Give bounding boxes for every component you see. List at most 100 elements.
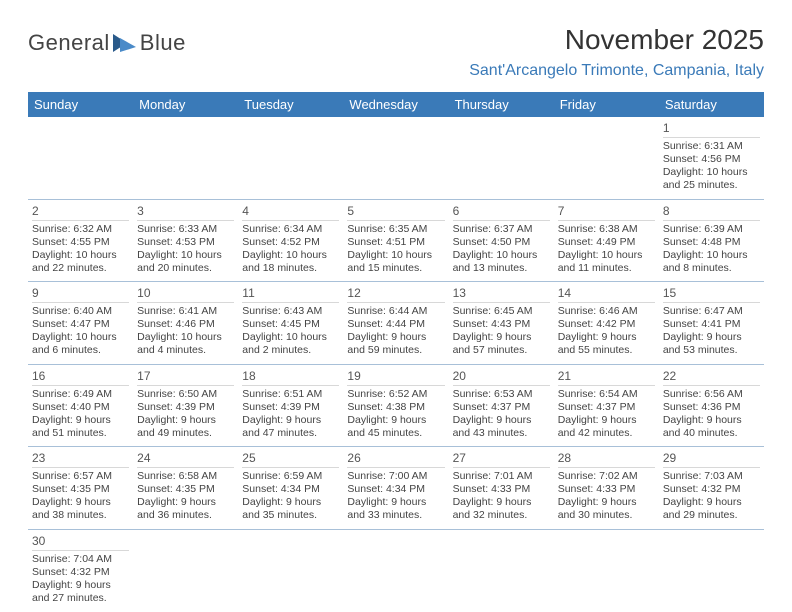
day-cell: 17Sunrise: 6:50 AMSunset: 4:39 PMDayligh… [133,364,238,447]
sunrise-text: Sunrise: 6:35 AM [347,223,444,236]
sunrise-text: Sunrise: 6:45 AM [453,305,550,318]
sunset-text: Sunset: 4:42 PM [558,318,655,331]
daylight-text: Daylight: 9 hours and 38 minutes. [32,496,129,522]
daylight-text: Daylight: 9 hours and 42 minutes. [558,414,655,440]
daylight-text: Daylight: 9 hours and 35 minutes. [242,496,339,522]
daylight-text: Daylight: 10 hours and 15 minutes. [347,249,444,275]
sunrise-text: Sunrise: 6:49 AM [32,388,129,401]
sunrise-text: Sunrise: 6:38 AM [558,223,655,236]
logo-text-1: General [28,30,110,56]
week-row: 2Sunrise: 6:32 AMSunset: 4:55 PMDaylight… [28,199,764,282]
sunset-text: Sunset: 4:45 PM [242,318,339,331]
day-cell: 12Sunrise: 6:44 AMSunset: 4:44 PMDayligh… [343,282,448,365]
day-number: 22 [663,367,760,384]
day-cell: 22Sunrise: 6:56 AMSunset: 4:36 PMDayligh… [659,364,764,447]
day-cell: 16Sunrise: 6:49 AMSunset: 4:40 PMDayligh… [28,364,133,447]
sunset-text: Sunset: 4:41 PM [663,318,760,331]
day-number: 7 [558,202,655,219]
weekday-header: Wednesday [343,92,448,117]
day-number: 28 [558,449,655,466]
day-number: 2 [32,202,129,219]
empty-cell [449,529,554,611]
daylight-text: Daylight: 9 hours and 30 minutes. [558,496,655,522]
sunrise-text: Sunrise: 6:53 AM [453,388,550,401]
day-cell: 28Sunrise: 7:02 AMSunset: 4:33 PMDayligh… [554,447,659,530]
daylight-text: Daylight: 9 hours and 45 minutes. [347,414,444,440]
daylight-text: Daylight: 9 hours and 32 minutes. [453,496,550,522]
month-title: November 2025 [469,24,764,56]
daylight-text: Daylight: 10 hours and 18 minutes. [242,249,339,275]
day-cell: 20Sunrise: 6:53 AMSunset: 4:37 PMDayligh… [449,364,554,447]
daylight-text: Daylight: 9 hours and 29 minutes. [663,496,760,522]
sunset-text: Sunset: 4:39 PM [137,401,234,414]
day-cell: 14Sunrise: 6:46 AMSunset: 4:42 PMDayligh… [554,282,659,365]
day-number: 5 [347,202,444,219]
day-number: 6 [453,202,550,219]
weekday-header: Sunday [28,92,133,117]
sunrise-text: Sunrise: 6:31 AM [663,140,760,153]
day-number: 21 [558,367,655,384]
day-number: 23 [32,449,129,466]
daylight-text: Daylight: 9 hours and 43 minutes. [453,414,550,440]
day-number: 4 [242,202,339,219]
day-number: 17 [137,367,234,384]
day-cell: 9Sunrise: 6:40 AMSunset: 4:47 PMDaylight… [28,282,133,365]
empty-cell [343,117,448,199]
day-cell: 2Sunrise: 6:32 AMSunset: 4:55 PMDaylight… [28,199,133,282]
sunset-text: Sunset: 4:40 PM [32,401,129,414]
sunrise-text: Sunrise: 6:59 AM [242,470,339,483]
sunset-text: Sunset: 4:32 PM [663,483,760,496]
day-cell: 6Sunrise: 6:37 AMSunset: 4:50 PMDaylight… [449,199,554,282]
day-number: 14 [558,284,655,301]
sunrise-text: Sunrise: 7:04 AM [32,553,129,566]
sunrise-text: Sunrise: 6:33 AM [137,223,234,236]
week-row: 9Sunrise: 6:40 AMSunset: 4:47 PMDaylight… [28,282,764,365]
day-cell: 29Sunrise: 7:03 AMSunset: 4:32 PMDayligh… [659,447,764,530]
day-number: 11 [242,284,339,301]
header: General Blue November 2025 Sant'Arcangel… [28,24,764,80]
location: Sant'Arcangelo Trimonte, Campania, Italy [469,62,764,80]
sunset-text: Sunset: 4:39 PM [242,401,339,414]
day-cell: 7Sunrise: 6:38 AMSunset: 4:49 PMDaylight… [554,199,659,282]
day-number: 25 [242,449,339,466]
day-cell: 13Sunrise: 6:45 AMSunset: 4:43 PMDayligh… [449,282,554,365]
daylight-text: Daylight: 9 hours and 59 minutes. [347,331,444,357]
sunset-text: Sunset: 4:52 PM [242,236,339,249]
logo-text-2: Blue [140,30,186,56]
week-row: 1Sunrise: 6:31 AMSunset: 4:56 PMDaylight… [28,117,764,199]
day-number: 24 [137,449,234,466]
sunset-text: Sunset: 4:53 PM [137,236,234,249]
sunset-text: Sunset: 4:56 PM [663,153,760,166]
sunset-text: Sunset: 4:49 PM [558,236,655,249]
day-cell: 30Sunrise: 7:04 AMSunset: 4:32 PMDayligh… [28,529,133,611]
sunset-text: Sunset: 4:44 PM [347,318,444,331]
daylight-text: Daylight: 10 hours and 20 minutes. [137,249,234,275]
daylight-text: Daylight: 9 hours and 27 minutes. [32,579,129,605]
sunset-text: Sunset: 4:33 PM [453,483,550,496]
sunset-text: Sunset: 4:48 PM [663,236,760,249]
empty-cell [554,529,659,611]
day-number: 10 [137,284,234,301]
title-block: November 2025 Sant'Arcangelo Trimonte, C… [469,24,764,80]
sunset-text: Sunset: 4:34 PM [347,483,444,496]
daylight-text: Daylight: 9 hours and 47 minutes. [242,414,339,440]
sunset-text: Sunset: 4:35 PM [32,483,129,496]
day-cell: 24Sunrise: 6:58 AMSunset: 4:35 PMDayligh… [133,447,238,530]
empty-cell [133,529,238,611]
sunrise-text: Sunrise: 6:58 AM [137,470,234,483]
sunrise-text: Sunrise: 6:51 AM [242,388,339,401]
daylight-text: Daylight: 9 hours and 49 minutes. [137,414,234,440]
sunset-text: Sunset: 4:37 PM [453,401,550,414]
weekday-header: Thursday [449,92,554,117]
day-number: 30 [32,532,129,549]
day-cell: 4 Sunrise: 6:34 AMSunset: 4:52 PMDaylight… [238,199,343,282]
day-cell: 27Sunrise: 7:01 AMSunset: 4:33 PMDayligh… [449,447,554,530]
week-row: 23Sunrise: 6:57 AMSunset: 4:35 PMDayligh… [28,447,764,530]
daylight-text: Daylight: 10 hours and 6 minutes. [32,331,129,357]
daylight-text: Daylight: 9 hours and 33 minutes. [347,496,444,522]
day-cell: 21Sunrise: 6:54 AMSunset: 4:37 PMDayligh… [554,364,659,447]
sunrise-text: Sunrise: 6:34 AM [242,223,339,236]
daylight-text: Daylight: 9 hours and 40 minutes. [663,414,760,440]
day-cell: 11Sunrise: 6:43 AMSunset: 4:45 PMDayligh… [238,282,343,365]
day-number: 16 [32,367,129,384]
